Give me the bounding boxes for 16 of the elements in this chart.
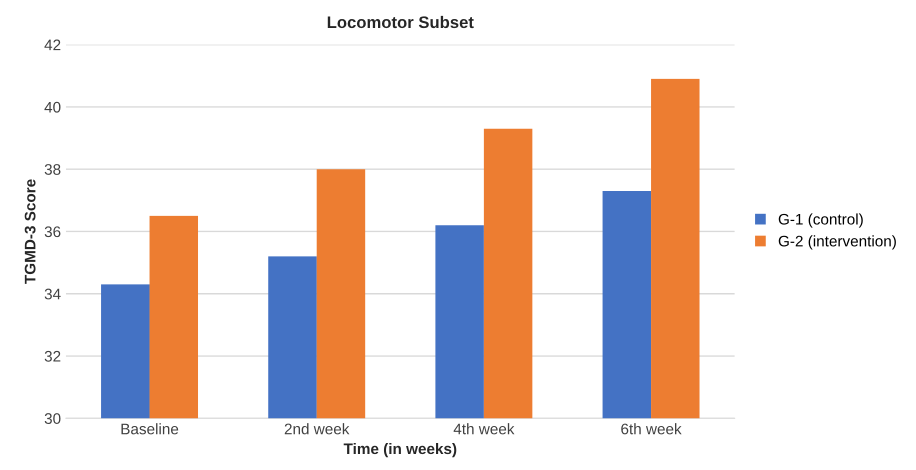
x-tick-label: 2nd week — [284, 423, 350, 434]
x-tick-label: Baseline — [121, 423, 178, 434]
y-tick-label: 42 — [44, 40, 60, 50]
x-axis-title: Time (in weeks) — [344, 442, 456, 458]
y-tick-label: 40 — [44, 102, 60, 113]
chart-title: Locomotor Subset — [328, 16, 474, 28]
y-tick-label: 38 — [44, 164, 60, 175]
y-tick-label: 32 — [44, 350, 60, 362]
y-axis-title: TGMD-3 Score — [24, 179, 36, 284]
legend-label: G-2 (intervention) — [778, 235, 896, 250]
y-tick-label: 36 — [44, 226, 60, 238]
y-tick-label: 30 — [44, 413, 60, 424]
legend-label: G-1 (control) — [778, 213, 863, 228]
x-tick-label: 4th week — [454, 423, 514, 434]
x-tick-label: 6th week — [621, 423, 682, 434]
y-tick-label: 34 — [44, 288, 61, 300]
